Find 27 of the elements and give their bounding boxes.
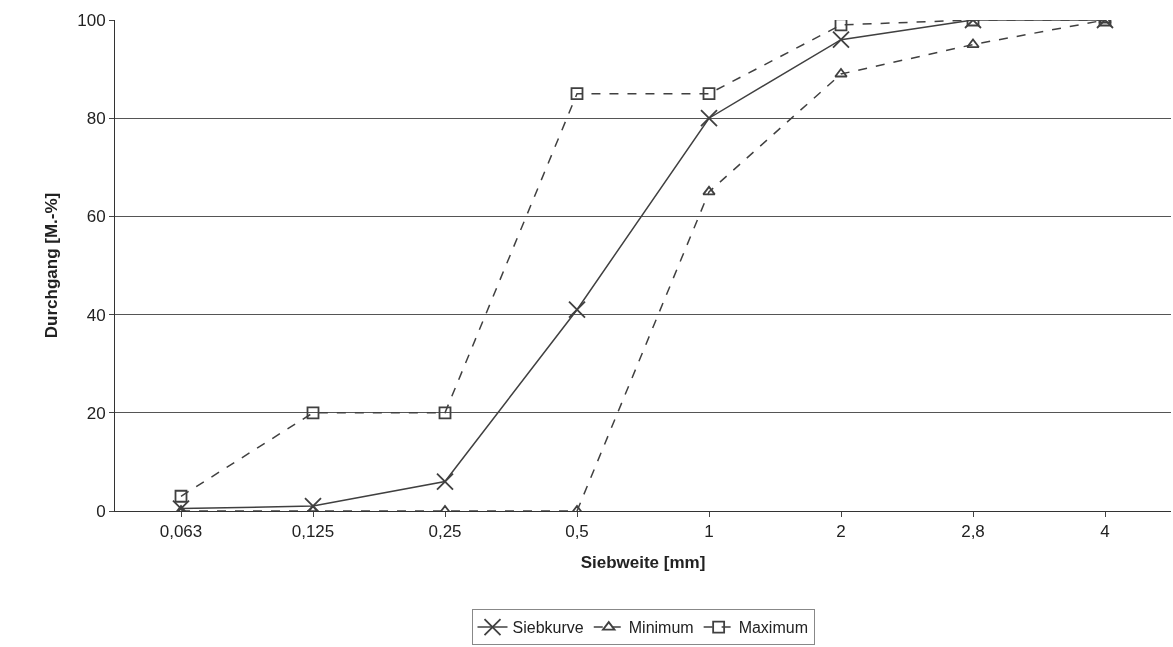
point [570,87,584,101]
x-tick-label: 0,125 [291,522,335,542]
x-tick-label: 0,063 [159,522,203,542]
point [702,185,716,196]
x-tick-label: 1 [704,522,714,542]
x-tick-label: 2 [836,522,846,542]
point [832,30,850,49]
y-tick-label: 40 [86,305,106,325]
y-tick-label: 0 [96,501,106,521]
x-tick-label: 0,5 [565,522,589,542]
y-axis-title: Durchgang [M.-%] [41,192,61,339]
point [834,20,848,32]
y-tick-label: 20 [86,403,106,423]
x-tick-label: 4 [1100,522,1110,542]
point [702,87,716,101]
y-tick-label: 60 [86,207,106,227]
x-tick-label: 0,25 [428,522,462,542]
legend-label: Maximum [738,619,808,637]
legend-label: Siebkurve [512,619,584,637]
x-tick-label: 2,8 [961,522,985,542]
legend-label: Minimum [628,619,694,637]
y-tick-label: 80 [86,109,106,129]
y-tick-label: 100 [77,10,106,30]
x-axis-title: Siebweite [mm] [580,552,706,572]
point [568,300,586,319]
point [834,68,848,78]
point [700,109,718,128]
